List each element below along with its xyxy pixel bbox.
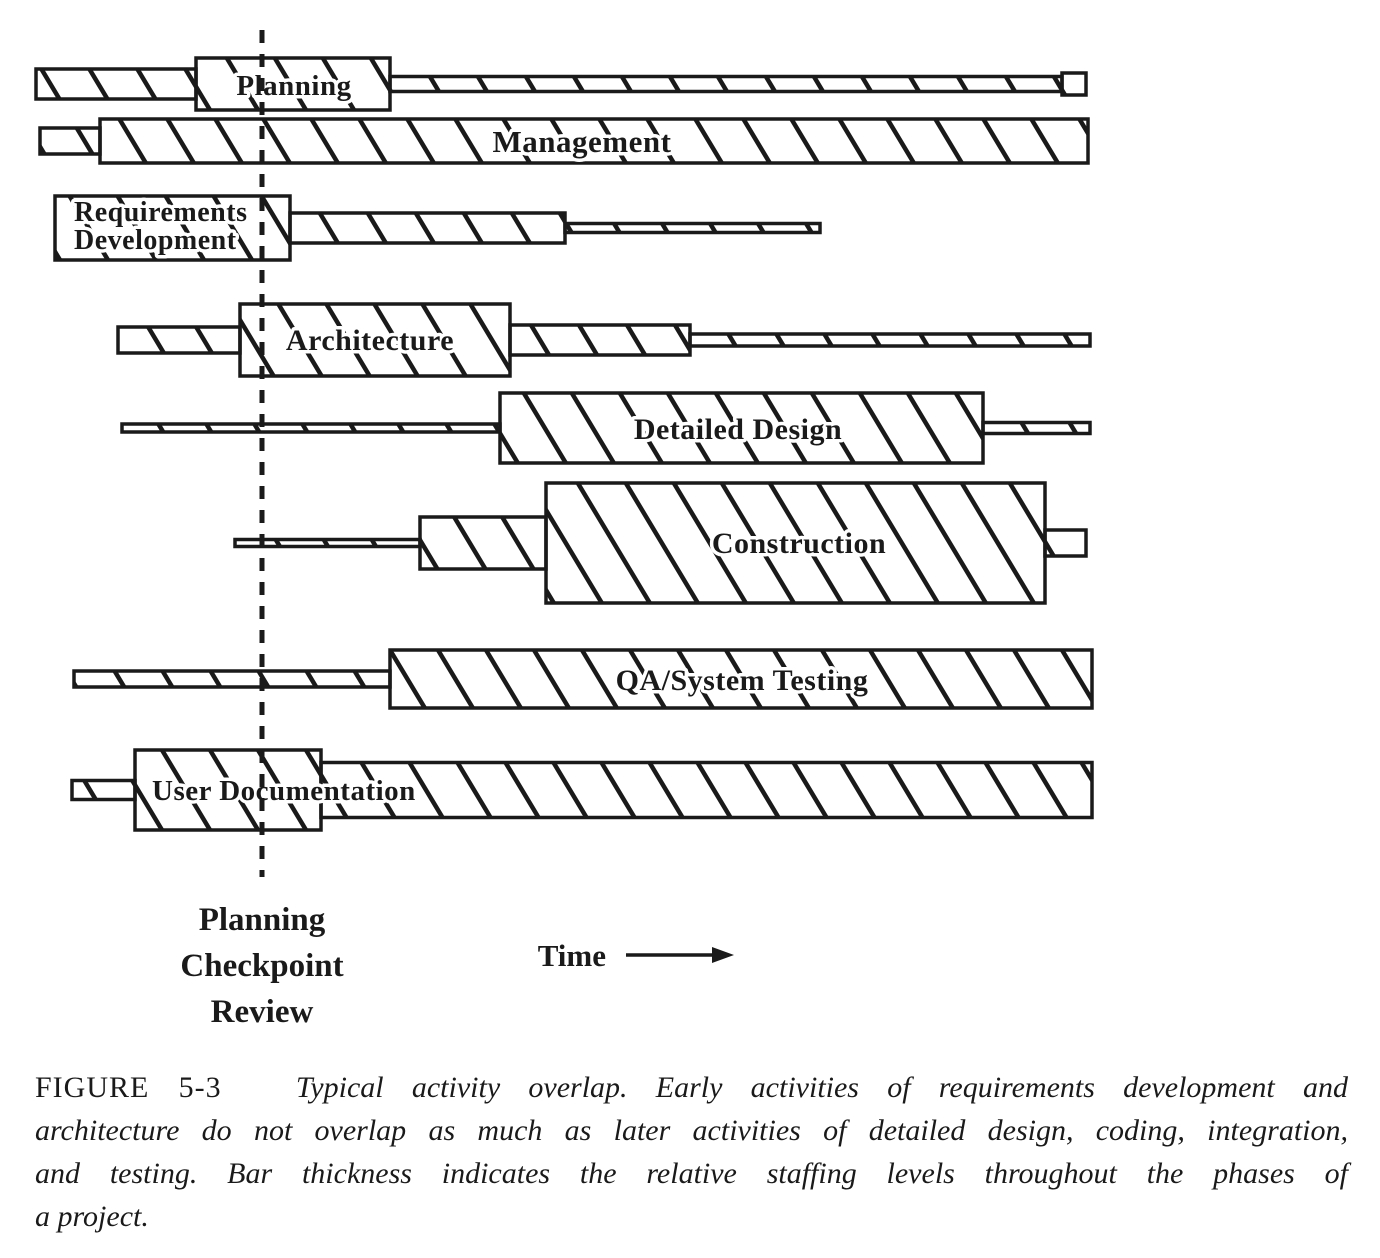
activity-bar-user-documentation: User Documentation (70, 748, 1094, 832)
bar-segment (98, 117, 1090, 165)
bar-segment (194, 56, 392, 112)
bar-label-user-documentation: User Documentation (152, 775, 416, 807)
bar-segment (116, 325, 242, 355)
bar-segment (34, 67, 198, 101)
bar-segment (1043, 528, 1088, 558)
caption-line-4: a project. (35, 1200, 149, 1233)
bar-segment (319, 760, 1094, 820)
figure-number: FIGURE 5-3 (35, 1071, 222, 1104)
activity-bar-planning: Planning (34, 56, 1088, 112)
bar-segment (133, 748, 323, 832)
bar-label-architecture: Architecture (286, 324, 454, 357)
time-arrow-head-icon (712, 947, 734, 963)
time-arrow (626, 947, 734, 963)
bar-segment (388, 74, 1064, 94)
bar-segment (1060, 71, 1088, 97)
planning-checkpoint-review-label: Planning (199, 902, 326, 938)
bar-label-requirements-development: Requirements (74, 197, 247, 228)
bar-segment (120, 422, 502, 434)
bar-label-qa-system-testing: QA/System Testing (616, 664, 869, 697)
bar-label-construction: Construction (712, 527, 886, 560)
activity-bar-management: Management (38, 117, 1090, 165)
activity-bar-qa-system-testing: QA/System Testing (72, 648, 1094, 710)
bar-segment (288, 211, 567, 245)
activity-bar-construction: Construction (233, 481, 1088, 605)
bar-label-planning: Planning (236, 70, 351, 102)
activity-bar-architecture: Architecture (116, 302, 1092, 378)
planning-checkpoint-review-label: Review (211, 994, 314, 1030)
bar-segment (388, 648, 1094, 710)
bar-segment (38, 126, 102, 156)
bar-label-requirements-development: Development (74, 225, 237, 256)
activity-bar-detailed-design: Detailed Design (120, 391, 1092, 465)
bar-label-management: Management (493, 124, 672, 159)
bar-segment (72, 669, 392, 689)
bar-label-detailed-design: Detailed Design (634, 413, 842, 446)
bar-segment (563, 221, 822, 235)
bar-segment (688, 332, 1092, 348)
bar-segment (498, 391, 985, 465)
bar-segment (981, 420, 1092, 436)
bar-segment (70, 778, 137, 802)
caption-line-2: architecture do not overlap as much as l… (35, 1114, 1348, 1147)
bar-segment (418, 515, 548, 571)
planning-checkpoint-review-label: Checkpoint (180, 948, 343, 984)
caption-text: Typical activity overlap. Early activiti… (295, 1071, 1348, 1104)
time-label: Time (538, 938, 606, 973)
bar-segment (508, 323, 692, 357)
figure-caption: FIGURE 5-3 Typical activity overlap. Ear… (35, 1066, 1348, 1238)
activity-overlap-diagram: Planning Management RequirementsDevelopmen… (34, 30, 1094, 1030)
caption-line-3: and testing. Bar thickness indicates the… (35, 1157, 1348, 1190)
bar-segment (544, 481, 1047, 605)
caption-line-1: FIGURE 5-3 Typical activity overlap. Ear… (35, 1066, 1348, 1109)
bar-segment (53, 194, 292, 262)
